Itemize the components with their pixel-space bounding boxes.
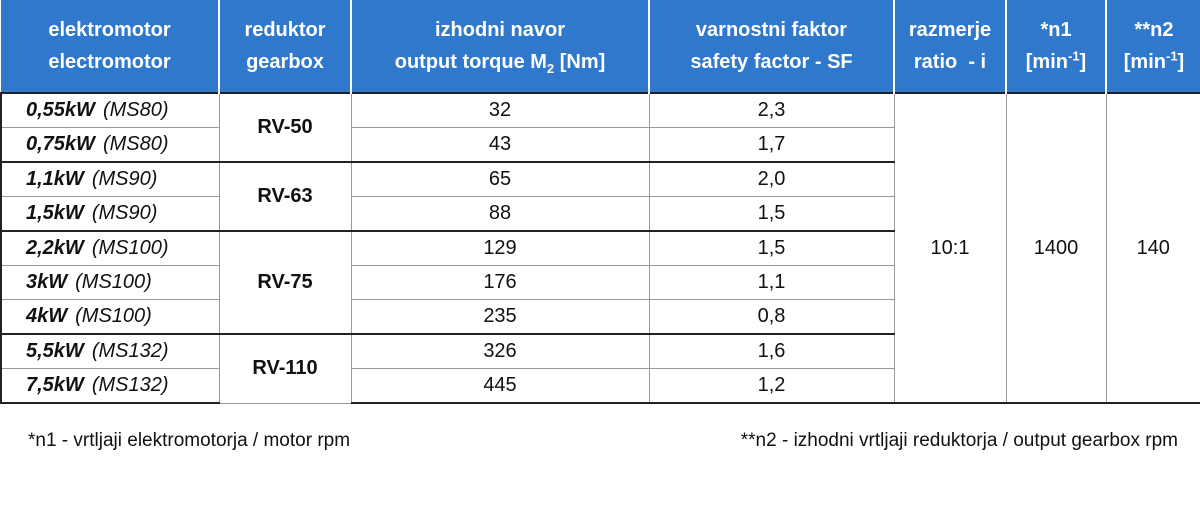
gearbox-cell: RV-75 [218,230,352,335]
header-text: gearbox [246,51,324,73]
table-row: 4kW (MS100) 235 0,8 [0,299,1200,335]
motor-cell: 1,1kW (MS90) [0,161,220,197]
safety-factor-cell: 2,3 [648,92,895,128]
table-row: 1,5kW (MS90) 88 1,5 [0,196,1200,232]
table-row: 1,1kW (MS90) RV-63 65 2,0 [0,161,1200,232]
table-body: 0,55kW (MS80) RV-50 32 2,3 10:1 1400 140 0,75kW (… [0,92,1200,404]
header-row: elektromotor electromotor reduktor gearbox… [1,0,1200,93]
safety-factor-cell: 1,2 [648,368,895,404]
motor-power: 1,1kW [26,168,84,190]
safety-factor-cell: 1,1 [648,265,895,300]
header-cell: razmerje ratio - i [894,0,1007,93]
motor-type: (MS132) [91,340,169,362]
subscript: 2 [546,61,555,76]
header-text: [Nm] [554,51,606,73]
torque-cell: 88 [350,196,650,232]
motor-type: (MS132) [91,374,169,396]
torque-cell: 43 [350,127,650,163]
superscript: -1 [1067,48,1080,64]
ratio-cell: 10:1 [893,92,1007,404]
safety-factor-cell: 1,7 [648,127,895,163]
header-text: ] [1177,51,1185,73]
safety-factor-cell: 1,5 [648,196,895,232]
motor-cell: 1,5kW (MS90) [0,196,220,232]
motor-power: 5,5kW [26,340,84,362]
motor-cell: 0,75kW (MS80) [0,127,220,163]
torque-cell: 326 [350,333,650,369]
header-text: ratio - i [913,51,987,73]
table-row: 2,2kW (MS100) RV-75 129 1,5 [0,230,1200,335]
torque-cell: 65 [350,161,650,197]
gearbox-cell: RV-63 [218,161,352,232]
motor-power: 3kW [26,271,68,293]
header-text: [min [1123,51,1166,73]
header-text: varnostni faktor [695,19,848,41]
motor-type: (MS90) [91,202,158,224]
gearbox-cell: RV-110 [218,333,352,404]
torque-cell: 235 [350,299,650,335]
torque-cell: 129 [350,230,650,266]
header-cell: elektromotor electromotor [1,0,220,93]
header-cell: reduktor gearbox [219,0,352,93]
motor-power: 2,2kW [26,237,84,259]
header-cell: *n1 [min-1] [1006,0,1107,93]
motor-power: 7,5kW [26,374,84,396]
table-row: 3kW (MS100) 176 1,1 [0,265,1200,300]
table-row: 7,5kW (MS132) 445 1,2 [0,368,1200,404]
header-text: electromotor [48,51,171,73]
spec-table: elektromotor electromotor reduktor gearbox… [0,0,1200,404]
header-text: safety factor - SF [690,51,853,73]
motor-type: (MS100) [91,237,169,259]
motor-cell: 0,55kW (MS80) [0,92,220,128]
safety-factor-cell: 1,5 [648,230,895,266]
header-text: output torque M [394,51,547,73]
torque-cell: 445 [350,368,650,404]
header-text: [min [1025,51,1068,73]
motor-type: (MS90) [91,168,158,190]
header-text: **n2 [1134,19,1174,41]
motor-type: (MS100) [75,305,152,327]
header-text: *n1 [1040,19,1072,41]
motor-type: (MS80) [102,99,169,121]
safety-factor-cell: 0,8 [648,299,895,335]
header-cell: **n2 [min-1] [1106,0,1200,93]
n2-cell: 140 [1105,92,1200,404]
header-text: reduktor [244,19,326,41]
n1-cell: 1400 [1005,92,1107,404]
motor-cell: 4kW (MS100) [0,299,220,335]
motor-cell: 7,5kW (MS132) [0,368,220,404]
torque-cell: 176 [350,265,650,300]
header-text: elektromotor [48,19,171,41]
motor-power: 0,75kW [26,133,95,155]
header-cell: varnostni faktor safety factor - SF [649,0,895,93]
superscript: -1 [1165,48,1178,64]
safety-factor-cell: 2,0 [648,161,895,197]
motor-power: 4kW [26,305,68,327]
safety-factor-cell: 1,6 [648,333,895,369]
header-text: razmerje [908,19,992,41]
table-row: 5,5kW (MS132) RV-110 326 1,6 [0,333,1200,404]
motor-cell: 3kW (MS100) [0,265,220,300]
motor-power: 1,5kW [26,202,84,224]
motor-cell: 5,5kW (MS132) [0,333,220,369]
header-text: ] [1079,51,1087,73]
motor-type: (MS100) [75,271,152,293]
gearbox-cell: RV-50 [218,92,352,163]
motor-type: (MS80) [102,133,169,155]
header-cell: izhodni navor output torque M2 [Nm] [351,0,650,93]
footnotes: *n1 - vrtljaji elektromotorja / motor rp… [0,404,1200,452]
footnote: *n1 - vrtljaji elektromotorja / motor rp… [28,430,351,451]
header-text: izhodni navor [435,19,565,41]
torque-cell: 32 [350,92,650,128]
motor-cell: 2,2kW (MS100) [0,230,220,266]
motor-power: 0,55kW [26,99,95,121]
footnote: **n2 - izhodni vrtljaji reduktorja / out… [740,430,1178,451]
table-row: 0,55kW (MS80) RV-50 32 2,3 10:1 1400 140 [0,92,1200,404]
table-row: 0,75kW (MS80) 43 1,7 [0,127,1200,163]
